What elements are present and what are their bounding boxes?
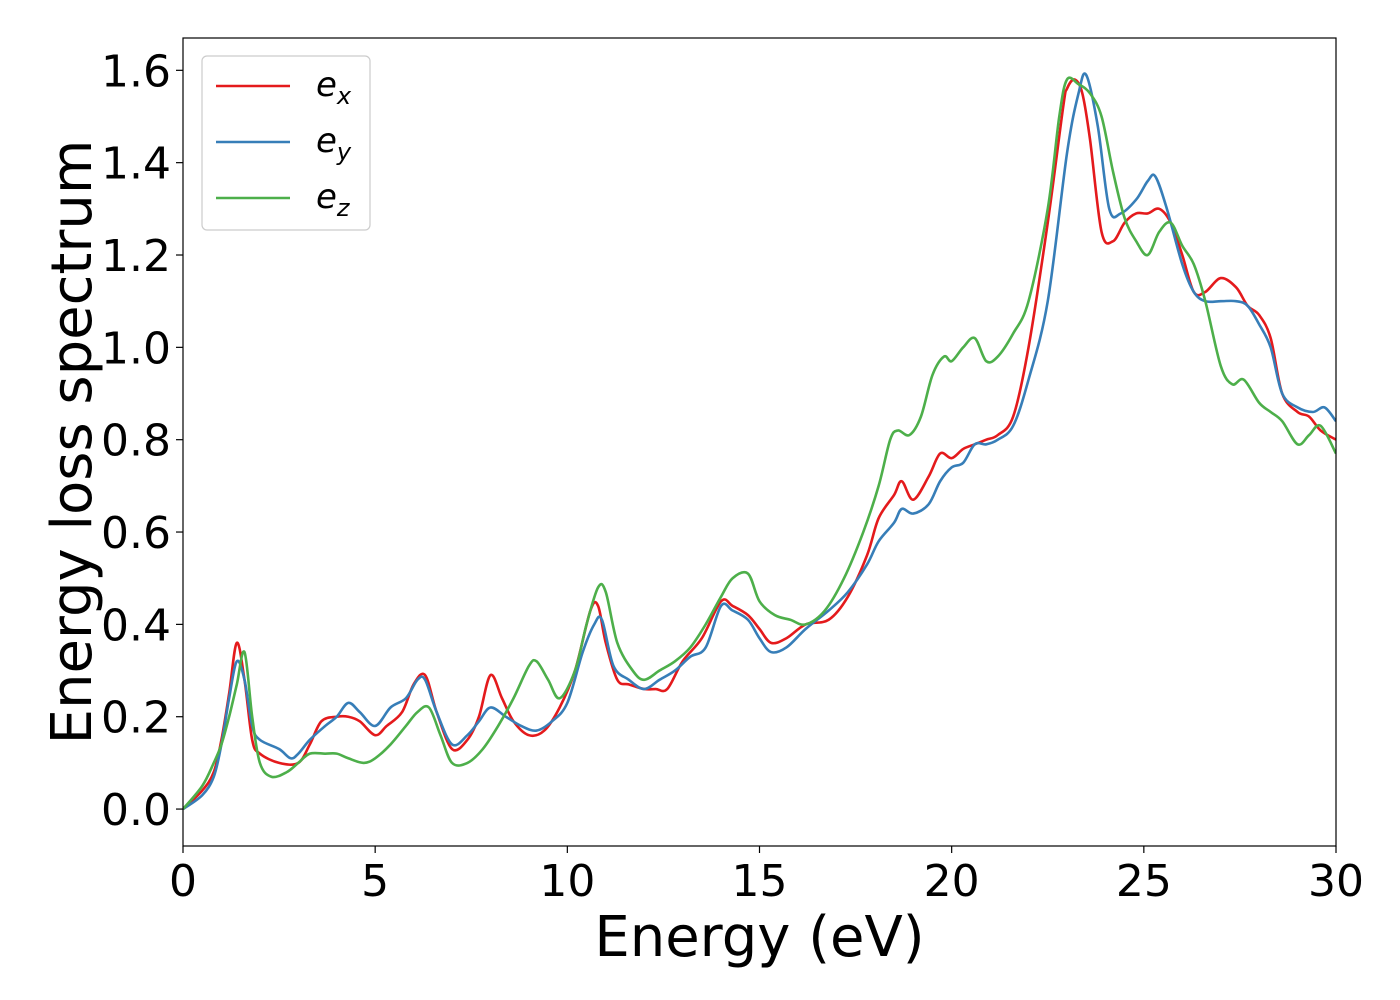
x-tick-label: 30	[1308, 856, 1364, 907]
x-tick-label: 25	[1116, 856, 1172, 907]
legend-label-e-y: ey	[316, 121, 352, 166]
x-tick-label: 10	[539, 856, 595, 907]
legend-label-e-x: ex	[316, 65, 352, 110]
x-tick-label: 15	[732, 856, 788, 907]
legend-label-e-z: ez	[316, 177, 351, 222]
y-tick-label: 1.6	[101, 46, 171, 97]
series-line-e-x	[183, 78, 1336, 811]
y-tick-label: 0.8	[101, 416, 171, 467]
legend: ex ey ez	[201, 55, 371, 231]
x-tick-label: 0	[169, 856, 197, 907]
y-tick-label: 1.2	[101, 231, 171, 282]
y-tick-label: 0.0	[101, 785, 171, 836]
x-tick-label: 20	[924, 856, 980, 907]
series-line-e-z	[183, 76, 1336, 810]
y-tick-label: 0.2	[101, 693, 171, 744]
series-layer	[183, 72, 1336, 811]
x-tick-label: 5	[361, 856, 389, 907]
x-axis-label: Energy (eV)	[594, 905, 924, 970]
y-tick-label: 1.4	[101, 139, 171, 190]
series-line-e-y	[183, 72, 1336, 811]
y-tick-label: 0.4	[101, 600, 171, 651]
y-tick-label: 0.6	[101, 508, 171, 559]
x-axis-ticks: 0 5 10 15 20 25 30	[169, 846, 1364, 907]
y-axis-label: Energy loss spectrum	[40, 140, 105, 745]
y-axis-ticks: 0.0 0.2 0.4 0.6 0.8 1.0 1.2 1.4 1.6	[101, 46, 183, 836]
y-tick-label: 1.0	[101, 323, 171, 374]
